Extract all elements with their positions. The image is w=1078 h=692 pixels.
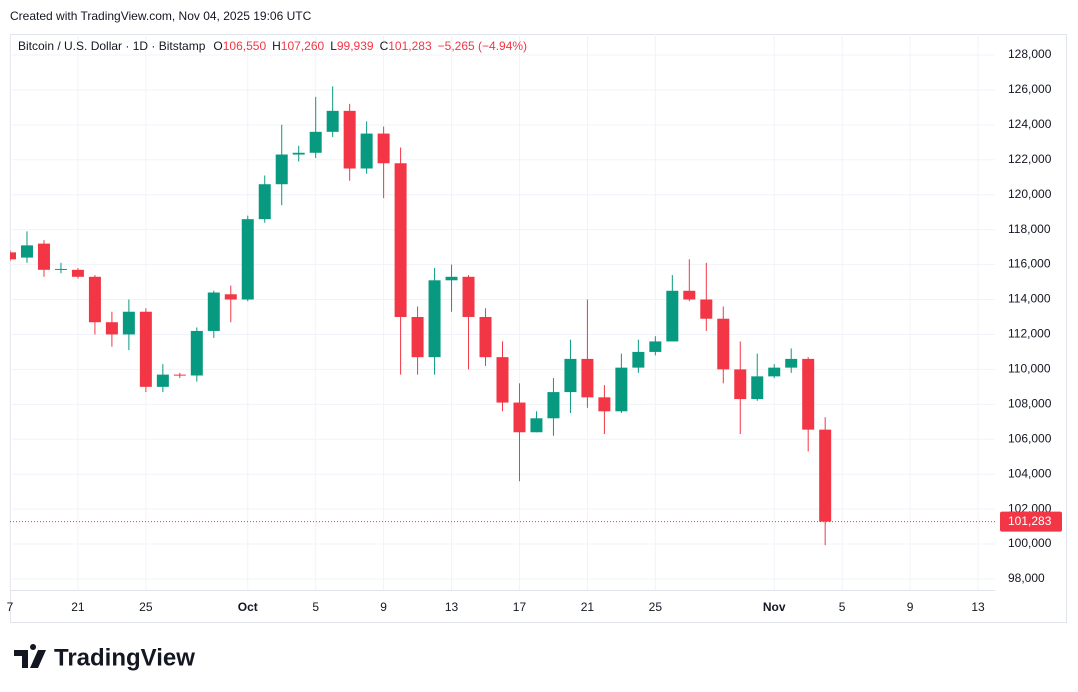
- x-tick-label: 17: [513, 600, 527, 614]
- candle-body: [683, 290, 696, 300]
- candle-body: [71, 269, 84, 277]
- candle-body: [819, 429, 832, 522]
- y-tick-label: 116,000: [1008, 257, 1051, 271]
- x-tick-label: 9: [907, 600, 914, 614]
- x-tick-label: Nov: [763, 600, 786, 614]
- candle-body: [598, 397, 611, 412]
- y-tick-label: 126,000: [1008, 82, 1052, 96]
- last-price-label: 101,283: [1008, 514, 1052, 528]
- y-tick-label: 106,000: [1008, 431, 1052, 445]
- legend-value: 101,283: [388, 39, 432, 53]
- x-tick-label: 5: [312, 600, 319, 614]
- y-tick-label: 128,000: [1008, 47, 1052, 61]
- pane-frame: [10, 34, 1067, 623]
- symbol-title: Bitcoin / U.S. Dollar · 1D · Bitstamp: [18, 39, 206, 53]
- candle-body: [496, 357, 509, 403]
- x-tick-label: 21: [581, 600, 595, 614]
- candle-body: [513, 402, 526, 433]
- candle-body: [479, 316, 492, 358]
- y-tick-label: 120,000: [1008, 187, 1052, 201]
- candle-body: [122, 311, 135, 335]
- legend-change: −5,265 (−4.94%): [438, 39, 527, 53]
- candle-body: [547, 392, 560, 419]
- x-tick-label: 13: [971, 600, 985, 614]
- legend-key: C: [380, 39, 389, 53]
- candle-body: [224, 294, 237, 300]
- x-tick-label: 5: [839, 600, 846, 614]
- candle-body: [190, 330, 203, 376]
- candle-body: [751, 376, 764, 400]
- y-tick-label: 114,000: [1008, 292, 1051, 306]
- candle-body: [88, 276, 101, 323]
- candle-body: [411, 316, 424, 358]
- candle-body: [275, 154, 288, 185]
- y-tick-label: 108,000: [1008, 396, 1052, 410]
- y-tick-label: 104,000: [1008, 466, 1052, 480]
- candle-body: [207, 292, 220, 331]
- x-tick-label: Oct: [238, 600, 258, 614]
- candle-body: [564, 358, 577, 393]
- y-tick-label: 100,000: [1008, 536, 1052, 550]
- legend-key: L: [330, 39, 337, 53]
- candle-body: [139, 311, 152, 387]
- x-tick-label: 9: [380, 600, 387, 614]
- logo-icon: [14, 644, 46, 668]
- legend-value: 106,550: [223, 39, 267, 53]
- candle-body: [54, 268, 67, 270]
- candle-body: [326, 110, 339, 132]
- legend-key: O: [213, 39, 222, 53]
- y-tick-label: 112,000: [1008, 327, 1051, 341]
- candle-body: [105, 322, 118, 335]
- x-tick-label: 25: [649, 600, 663, 614]
- candle-body: [615, 367, 628, 412]
- y-tick-label: 124,000: [1008, 117, 1052, 131]
- created-note: Created with TradingView.com, Nov 04, 20…: [10, 9, 312, 23]
- candle-body: [394, 163, 407, 317]
- last-price-tag: [1000, 511, 1062, 532]
- candle-body: [632, 351, 645, 368]
- x-tick-label: 13: [445, 600, 459, 614]
- candle-body: [530, 418, 543, 433]
- y-tick-label: 118,000: [1008, 222, 1051, 236]
- candle-body: [768, 367, 781, 377]
- candle-body: [734, 369, 747, 400]
- candle-body: [343, 110, 356, 169]
- candle-body: [717, 318, 730, 370]
- brand: TradingView: [54, 644, 195, 671]
- candle-body: [20, 245, 33, 258]
- grid: [9, 34, 995, 590]
- candle-body: [241, 219, 254, 300]
- candle-body: [445, 276, 458, 281]
- candle-body: [10, 252, 16, 260]
- candle-body: [156, 374, 169, 387]
- candle-body: [428, 280, 441, 358]
- x-tick-label: 25: [139, 600, 153, 614]
- candle-body: [292, 152, 305, 155]
- y-tick-label: 110,000: [1008, 362, 1051, 376]
- logo: TradingView: [14, 644, 195, 671]
- candle-body: [666, 290, 679, 342]
- y-tick-label: 98,000: [1008, 571, 1045, 585]
- candle-body: [258, 184, 271, 220]
- y-tick-label: 122,000: [1008, 152, 1052, 166]
- legend-value: 99,939: [337, 39, 374, 53]
- candle-body: [377, 133, 390, 164]
- candle-body: [173, 374, 186, 376]
- candle-body: [802, 358, 815, 430]
- legend-key: H: [272, 39, 281, 53]
- candle-body: [309, 131, 322, 153]
- candle-body: [649, 341, 662, 352]
- candles: [10, 86, 832, 546]
- candle-body: [581, 358, 594, 398]
- x-tick-label: 21: [71, 600, 85, 614]
- candle-body: [37, 243, 50, 270]
- candle-body: [700, 299, 713, 319]
- candle-body: [785, 358, 798, 368]
- legend-value: 107,260: [281, 39, 325, 53]
- x-tick-label: 7: [7, 600, 14, 614]
- candle-body: [360, 133, 373, 169]
- candle-body: [462, 276, 475, 317]
